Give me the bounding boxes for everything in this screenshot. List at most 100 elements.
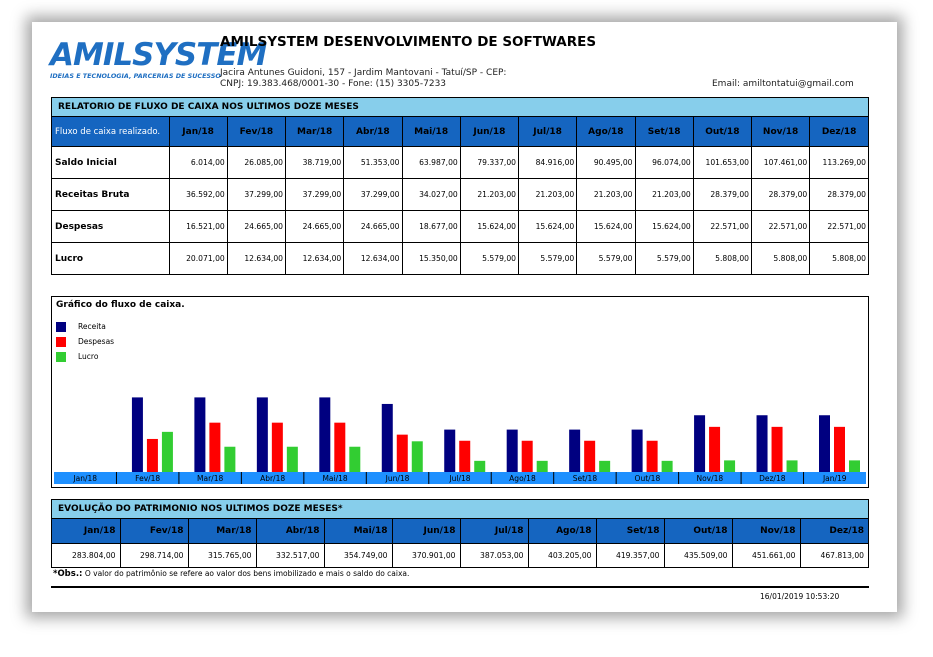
legend-label: Despesas: [78, 337, 115, 346]
cell-value: 20.071,00: [169, 242, 228, 274]
footnote: *Obs.: O valor do patrimônio se refere a…: [53, 569, 409, 579]
cell-value: 6.014,00: [169, 146, 228, 179]
legend-item-despesas: Despesas: [56, 334, 114, 349]
bar-lucro: [536, 460, 548, 472]
x-tick-label: Abr/18: [260, 474, 285, 483]
bar-receita: [569, 429, 581, 472]
cell-value: 51.353,00: [343, 146, 403, 179]
month-header: Mai/18: [402, 117, 461, 147]
patrimony-value: 387.053,00: [460, 543, 529, 567]
bar-lucro: [599, 460, 611, 472]
bar-lucro: [724, 460, 736, 472]
cell-value: 15.624,00: [518, 210, 578, 243]
patrimony-value: 467.813,00: [820, 551, 864, 560]
x-tick-label: Jul/18: [448, 474, 470, 483]
patrimony-table: Jan/18 Fev/18 Mar/18 Abr/18 Mai/18 Jun/18 Jul/…: [52, 519, 868, 567]
bar-receita: [506, 429, 518, 472]
company-logo: AMILSYSTEM IDEIAS E TECNOLOGIA, PARCERIA…: [50, 37, 267, 84]
bar-receita: [131, 397, 143, 472]
cell-value: 24.665,00: [343, 210, 403, 243]
x-tick-label: Mar/18: [197, 474, 223, 483]
cell-value: 12.634,00: [285, 242, 345, 274]
cash-flow-row: Lucro 20.071,00 12.634,00 12.634,00 12.634,0…: [52, 242, 868, 274]
patrimony-value-row: 283.804,00 298.714,00 315.765,00 332.517,00…: [52, 543, 868, 567]
cell-value: 22.571,00: [693, 210, 753, 243]
x-tick-label: Mai/18: [322, 474, 347, 483]
cell-value: 28.379,00: [809, 178, 868, 211]
month-header: Fev/18: [227, 117, 287, 147]
x-tick-label: Ago/18: [509, 474, 536, 483]
patrimony-month-header: Jul/18: [460, 519, 529, 544]
bar-despesas: [459, 440, 471, 472]
cell-value: 15.624,00: [460, 210, 520, 243]
patrimony-month-header: Fev/18: [120, 519, 189, 544]
bar-lucro: [849, 460, 860, 472]
cell-value: 101.653,00: [693, 146, 753, 179]
patrimony-month-header: Jan/18: [52, 519, 121, 544]
row-label: Receitas Bruta: [52, 178, 170, 211]
month-header: Out/18: [693, 117, 753, 147]
patrimony-value: 370.901,00: [392, 543, 461, 567]
bar-receita: [631, 429, 643, 472]
cell-value: 5.808,00: [751, 242, 811, 274]
bar-receita: [756, 415, 768, 472]
patrimony-value: 419.357,00: [596, 543, 665, 567]
cell-value: 79.337,00: [460, 146, 520, 179]
patrimony-month-header: Jun/18: [392, 519, 461, 544]
patrimony-month-header: Mai/18: [324, 519, 393, 544]
bar-despesas: [834, 426, 845, 472]
legend-label: Lucro: [78, 352, 99, 361]
x-tick-label: Dez/18: [759, 474, 786, 483]
patrimony-value: 451.661,00: [732, 543, 801, 567]
bar-lucro: [349, 446, 361, 472]
company-cnpj-phone: CNPJ: 19.383.468/0001-30 - Fone: (15) 33…: [220, 79, 447, 89]
cash-flow-corner-label: Fluxo de caixa realizado.: [52, 117, 170, 147]
cell-value: 26.085,00: [227, 146, 287, 179]
bar-receita: [444, 429, 456, 472]
logo-text: AMILSYSTEM: [50, 37, 267, 73]
cell-value: 21.203,00: [635, 178, 694, 211]
company-address-block: Jacira Antunes Guidoni, 157 - Jardim Man…: [220, 68, 506, 90]
x-axis-band: [54, 472, 866, 484]
month-header: Jul/18: [518, 117, 578, 147]
bar-despesas: [584, 440, 596, 472]
bar-receita: [381, 403, 393, 472]
cell-value: 12.634,00: [227, 242, 287, 274]
cell-value: 37.299,00: [227, 178, 287, 211]
legend-label: Receita: [78, 322, 106, 331]
bar-despesas: [146, 438, 158, 472]
bar-despesas: [646, 440, 658, 472]
month-header: Set/18: [635, 117, 694, 147]
patrimony-month-header: Nov/18: [732, 519, 801, 544]
patrimony-value: 435.509,00: [664, 543, 733, 567]
patrimony-month-header: Out/18: [664, 519, 733, 544]
cell-value: 21.203,00: [576, 178, 636, 211]
patrimony-title: EVOLUÇÃO DO PATRIMONIO NOS ULTIMOS DOZE …: [52, 500, 868, 519]
cash-flow-section: RELATORIO DE FLUXO DE CAIXA NOS ULTIMOS …: [51, 97, 869, 275]
bar-despesas: [334, 422, 346, 472]
x-tick-label: Out/18: [635, 474, 661, 483]
cell-value: 38.719,00: [285, 146, 345, 179]
month-header: Jan/18: [169, 117, 228, 147]
cell-value: 22.571,00: [809, 210, 868, 243]
cell-value: 28.379,00: [693, 178, 753, 211]
month-header: Mar/18: [285, 117, 345, 147]
patrimony-header-row: Jan/18 Fev/18 Mar/18 Abr/18 Mai/18 Jun/18 Jul/…: [52, 519, 868, 544]
patrimony-value: 403.205,00: [528, 543, 597, 567]
cell-value: 15.624,00: [576, 210, 636, 243]
patrimony-month-header: Dez/18: [800, 519, 868, 544]
bar-despesas: [771, 426, 783, 472]
cash-flow-chart: Gráfico do fluxo de caixa. Receita Despe…: [51, 296, 869, 488]
cell-value: 5.579,00: [518, 242, 578, 274]
bar-receita: [319, 397, 331, 472]
cell-value: 37.299,00: [343, 178, 403, 211]
month-header: Ago/18: [576, 117, 636, 147]
company-address: Jacira Antunes Guidoni, 157 - Jardim Man…: [220, 68, 507, 78]
legend-item-receita: Receita: [56, 319, 114, 334]
chart-title: Gráfico do fluxo de caixa.: [56, 300, 185, 310]
report-page: AMILSYSTEM IDEIAS E TECNOLOGIA, PARCERIA…: [32, 22, 897, 612]
cell-value: 18.677,00: [402, 210, 461, 243]
legend-item-lucro: Lucro: [56, 349, 114, 364]
cell-value: 113.269,00: [809, 146, 868, 179]
patrimony-value: 298.714,00: [120, 543, 189, 567]
